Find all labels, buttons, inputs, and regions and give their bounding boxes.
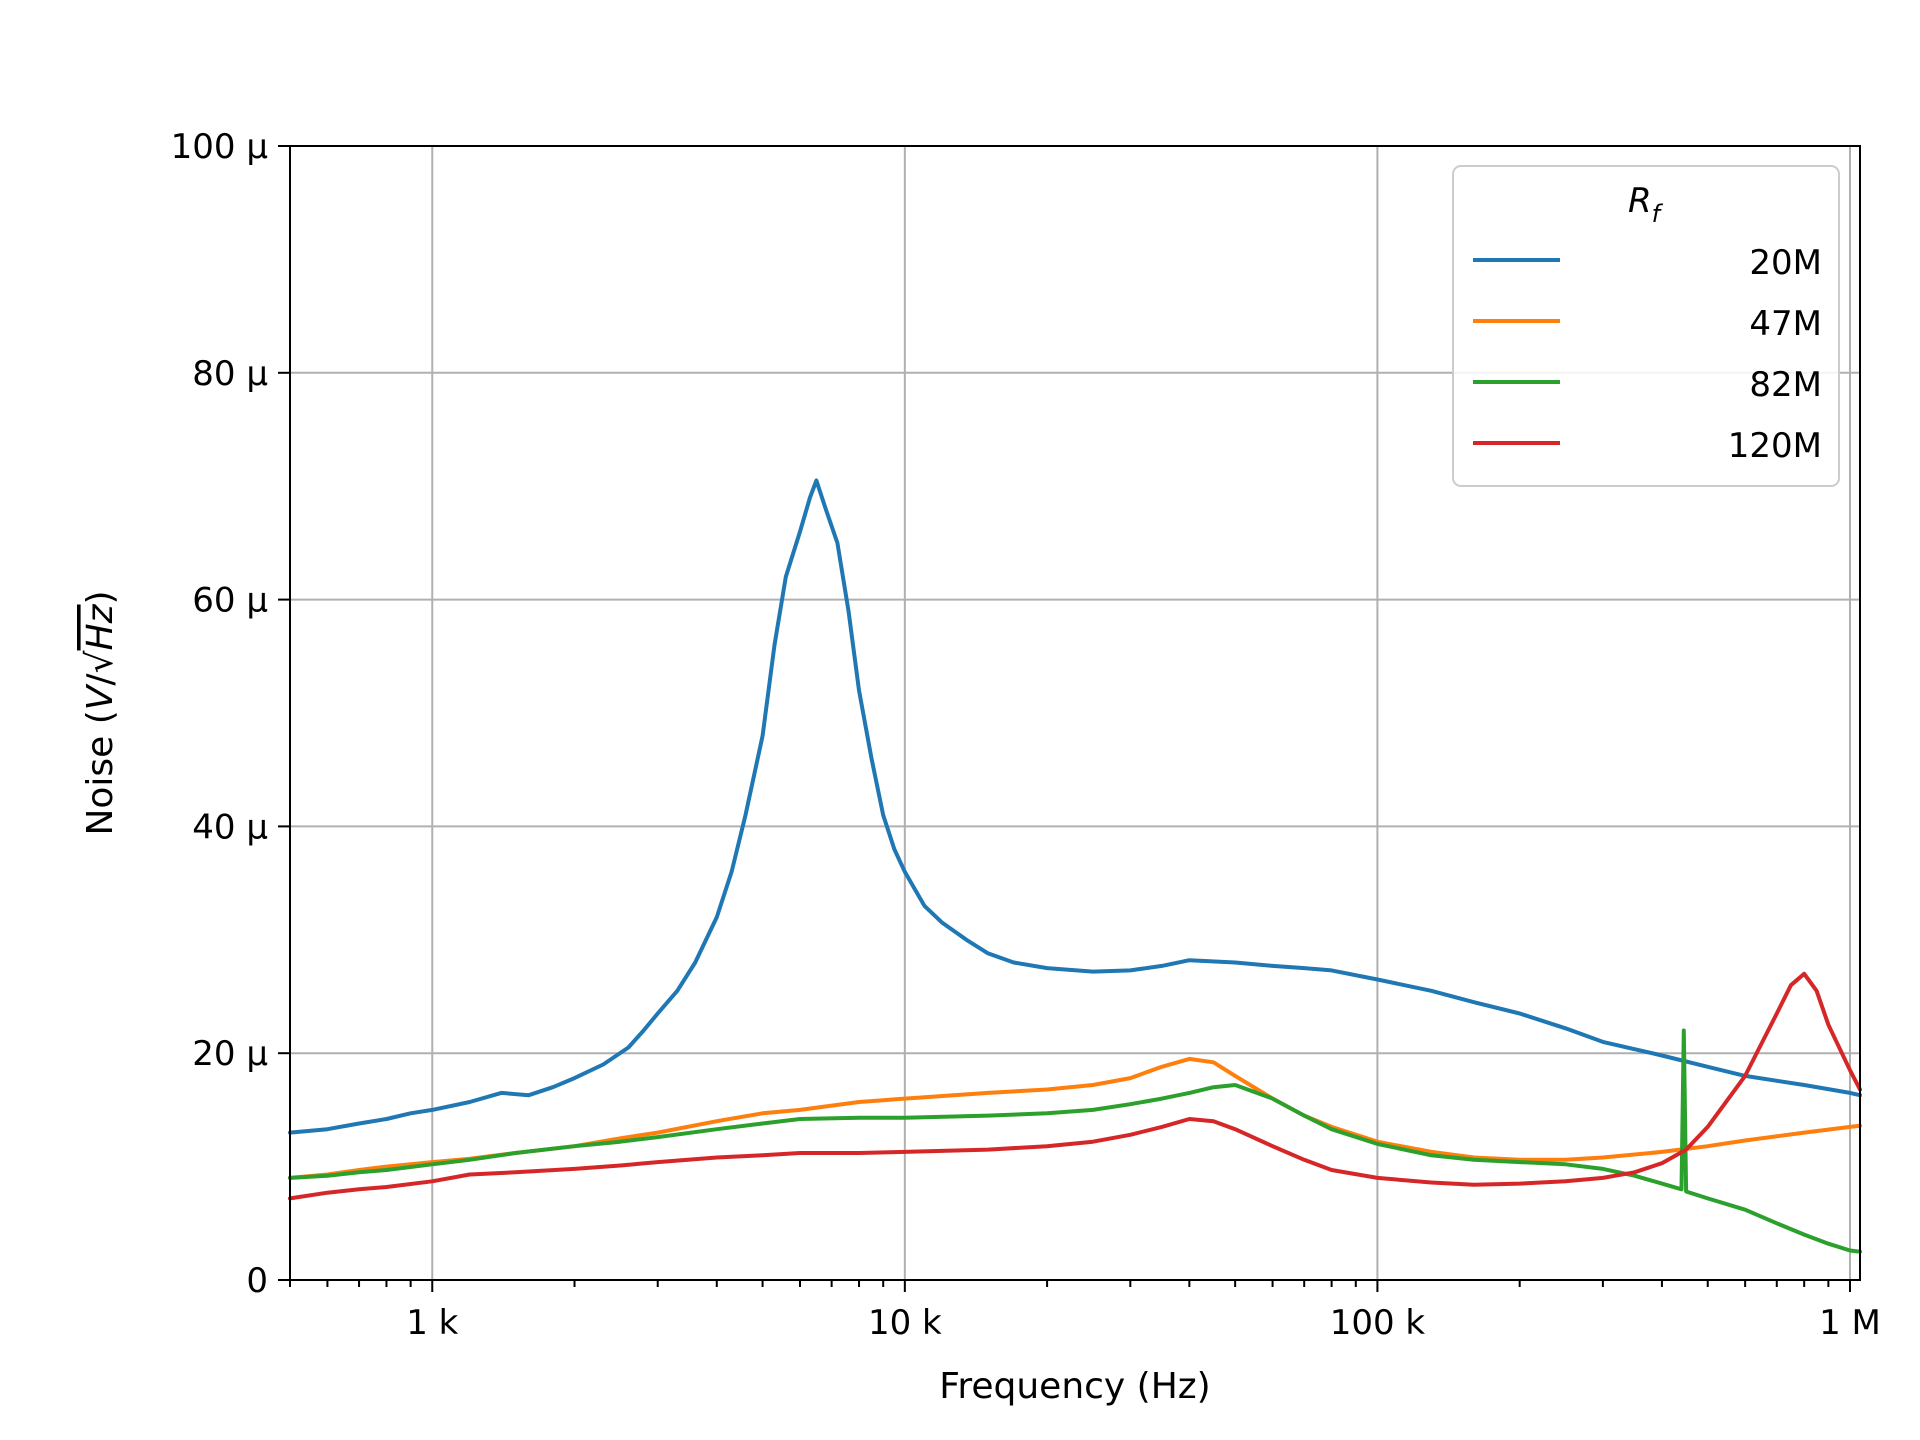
series-line-120m (288, 971, 1862, 1201)
axis-ticks: 1 k 10 k 100 k 1 M 0 20 µ 40 µ 60 µ 80 µ 100 µ (171, 127, 1881, 1343)
series-line-20m (288, 478, 1862, 1135)
x-tick-label: 1 k (406, 1303, 458, 1343)
legend-entries: 20M 47M 82M 120M (1473, 243, 1822, 466)
series-line-47m (288, 1056, 1862, 1180)
x-tick-label: 100 k (1330, 1303, 1426, 1343)
legend-label-120m: 120M (1728, 426, 1822, 466)
y-tick-label: 100 µ (171, 127, 268, 167)
y-axis-label-sqrt: √ (80, 650, 121, 673)
x-tick-label: 1 M (1819, 1303, 1881, 1343)
y-axis-label-unit-hz: Hz (80, 603, 121, 650)
x-axis-label: Frequency (Hz) (939, 1366, 1210, 1407)
y-tick-label: 60 µ (192, 581, 268, 621)
y-axis-label-unit-v: V (80, 683, 121, 710)
svg-text:Noise (V/√Hz): Noise (V/√Hz) (80, 590, 121, 835)
legend-label-82m: 82M (1749, 365, 1822, 405)
y-axis-label-suffix: ) (80, 590, 121, 604)
legend-title-main: R (1628, 181, 1652, 221)
y-tick-label: 0 (246, 1261, 268, 1301)
y-axis-label: Noise (V/√Hz) (80, 590, 121, 835)
x-tick-label: 10 k (868, 1303, 942, 1343)
series-lines (288, 478, 1862, 1254)
series-line-82m (288, 1028, 1862, 1254)
y-tick-label: 80 µ (192, 354, 268, 394)
plot-area-frame (289, 145, 1861, 1281)
y-axis-label-prefix: Noise ( (80, 710, 121, 835)
legend-box (1452, 165, 1840, 487)
legend-label-20m: 20M (1749, 243, 1822, 283)
legend-label-47m: 47M (1749, 304, 1822, 344)
y-tick-label: 20 µ (192, 1034, 268, 1074)
y-tick-label: 40 µ (192, 807, 268, 847)
y-axis-label-slash: / (80, 673, 121, 686)
